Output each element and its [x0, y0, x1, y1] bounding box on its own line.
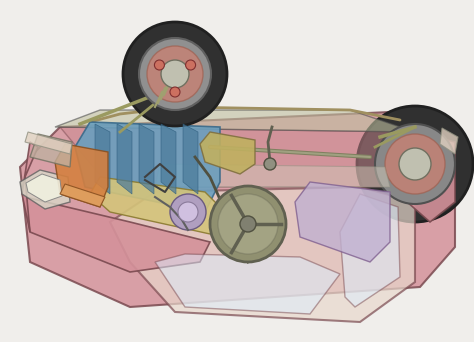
Circle shape — [399, 148, 431, 180]
Polygon shape — [183, 124, 198, 194]
Polygon shape — [26, 174, 62, 202]
Circle shape — [218, 194, 278, 254]
Circle shape — [170, 194, 206, 230]
Circle shape — [155, 60, 164, 70]
Circle shape — [123, 22, 227, 126]
Polygon shape — [30, 134, 72, 167]
Polygon shape — [440, 128, 458, 154]
Polygon shape — [295, 182, 390, 262]
Polygon shape — [20, 112, 455, 307]
Polygon shape — [25, 197, 210, 272]
Polygon shape — [60, 184, 105, 207]
Polygon shape — [139, 124, 154, 194]
Polygon shape — [90, 177, 225, 234]
Circle shape — [240, 216, 256, 232]
Polygon shape — [55, 110, 415, 132]
Polygon shape — [155, 164, 390, 187]
Polygon shape — [155, 254, 340, 314]
Circle shape — [161, 60, 189, 88]
Polygon shape — [75, 122, 220, 212]
Polygon shape — [20, 170, 70, 209]
Circle shape — [170, 87, 180, 97]
Circle shape — [186, 60, 196, 70]
Polygon shape — [340, 194, 400, 307]
Polygon shape — [60, 127, 415, 187]
Polygon shape — [22, 142, 38, 232]
Polygon shape — [110, 187, 415, 322]
Polygon shape — [25, 132, 72, 154]
Circle shape — [385, 134, 445, 194]
Polygon shape — [390, 132, 455, 222]
Circle shape — [178, 202, 198, 222]
Polygon shape — [95, 124, 110, 194]
Polygon shape — [117, 124, 132, 194]
Circle shape — [264, 158, 276, 170]
Polygon shape — [161, 124, 176, 194]
Circle shape — [210, 186, 286, 262]
Circle shape — [375, 124, 455, 204]
Circle shape — [147, 46, 203, 102]
Circle shape — [139, 38, 211, 110]
Polygon shape — [200, 132, 255, 174]
Polygon shape — [55, 144, 108, 207]
Circle shape — [357, 106, 473, 222]
